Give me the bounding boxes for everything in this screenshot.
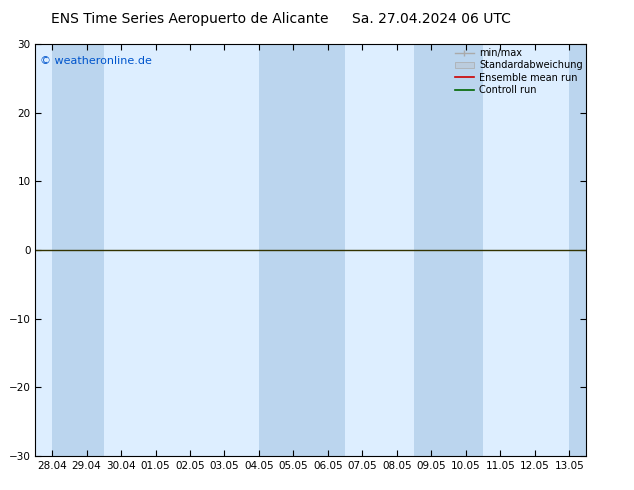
- Text: © weatheronline.de: © weatheronline.de: [41, 56, 152, 67]
- Text: ENS Time Series Aeropuerto de Alicante: ENS Time Series Aeropuerto de Alicante: [51, 12, 329, 26]
- Bar: [259, 44, 345, 456]
- Text: Sa. 27.04.2024 06 UTC: Sa. 27.04.2024 06 UTC: [352, 12, 510, 26]
- Bar: [52, 44, 104, 456]
- Bar: [569, 44, 586, 456]
- Legend: min/max, Standardabweichung, Ensemble mean run, Controll run: min/max, Standardabweichung, Ensemble me…: [453, 46, 585, 97]
- Bar: [414, 44, 483, 456]
